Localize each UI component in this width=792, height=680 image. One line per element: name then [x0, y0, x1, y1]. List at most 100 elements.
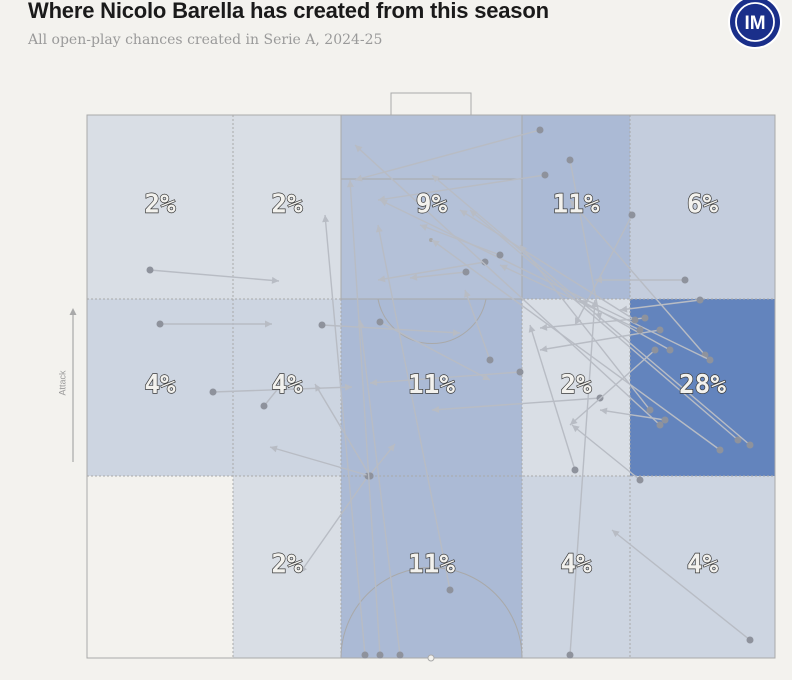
inter-milan-crest-icon: IM [728, 0, 782, 49]
pass-arrow [569, 346, 659, 426]
pass-origin-dot [361, 651, 369, 659]
pass-arrow [599, 407, 669, 424]
heat-zone-r1c1 [87, 115, 233, 299]
zone-percent-label: 4% [687, 550, 719, 580]
centre-circle [340, 567, 523, 659]
pass-origin-dot [681, 276, 689, 284]
attack-label: Attack [57, 370, 68, 396]
pass-arrow [357, 319, 404, 659]
pass-origin-dot [146, 266, 154, 274]
pass-origin-dot [566, 156, 574, 164]
pass-origin-dot [536, 126, 544, 134]
pass-arrow [209, 383, 353, 396]
zone-percent-label: 6% [687, 190, 719, 220]
pass-origin-dot [641, 314, 649, 322]
zone-percent-label: 4% [271, 370, 303, 400]
attack-arrow [69, 308, 77, 462]
pass-arrow [369, 368, 524, 386]
pass-arrow [431, 239, 724, 454]
pitch-markings [86, 92, 776, 662]
pass-origin-dot [746, 441, 754, 449]
pass-origin-dot [636, 326, 644, 334]
pass-origin-dot [706, 356, 714, 364]
zone-percent-label: 11% [553, 190, 600, 220]
pass-origin-dot [209, 388, 217, 396]
pass-arrow [619, 296, 704, 313]
pass-arrow [419, 224, 504, 259]
pass-origin-dot [396, 651, 404, 659]
pass-arrow [569, 199, 709, 359]
centre-spot [427, 654, 435, 662]
penalty-arc [377, 298, 487, 344]
zone-percent-label: 9% [416, 190, 448, 220]
pass-arrow [431, 174, 754, 449]
zone-labels: 2% 2% 9% 11% 6% 4% 4% 11% 2% 28% 2% 11% 4% 4% [144, 189, 727, 580]
heat-zone-r3c2 [233, 476, 341, 658]
pass-arrow [611, 529, 754, 644]
pass-arrow [260, 379, 286, 410]
pass-arrow [499, 264, 644, 334]
pass-origin-dot [516, 368, 524, 376]
chart-title: Where Nicolo Barella has created from th… [28, 0, 549, 23]
pass-origin-dot [716, 446, 724, 454]
pass-arrow [146, 266, 280, 284]
pass-origin-dot [628, 211, 636, 219]
pass-origin-dot [651, 346, 659, 354]
pass-arrow [459, 209, 639, 324]
pass-origin-dot [260, 402, 268, 410]
heat-zone-r1c3 [341, 115, 522, 299]
zone-percent-label: 2% [144, 190, 176, 220]
pass-arrow [375, 224, 454, 594]
pass-origin-dot [696, 296, 704, 304]
pass-arrows [146, 126, 754, 659]
chart-subtitle: All open-play chances created in Serie A… [28, 32, 383, 48]
zone-percent-label: 2% [271, 190, 303, 220]
pass-origin-dot [646, 406, 654, 414]
pass-arrow [574, 211, 636, 326]
pass-origin-dot [541, 171, 549, 179]
pass-arrow [322, 214, 369, 659]
zone-percent-label: 4% [560, 550, 592, 580]
pass-origin-dot [656, 326, 664, 334]
pass-arrow [379, 199, 714, 364]
pass-arrow [354, 126, 544, 182]
pass-origin-dot [656, 421, 664, 429]
heat-zone-r3c1 [87, 476, 233, 658]
heat-zone-r3c5 [630, 476, 775, 658]
pass-arrow [528, 324, 579, 474]
zone-percent-label: 2% [560, 370, 592, 400]
pass-origin-dot [486, 356, 494, 364]
zone-layer [87, 115, 775, 658]
heat-zone-r1c2 [233, 115, 341, 299]
pass-origin-dot [376, 651, 384, 659]
heat-zone-r1c5 [630, 115, 775, 299]
pass-origin-dot [462, 268, 470, 276]
pass-arrow [318, 321, 461, 337]
zone-percent-label: 11% [408, 550, 455, 580]
heat-zone-r2c1 [87, 299, 233, 476]
pass-origin-dot [636, 476, 644, 484]
pass-origin-dot [571, 466, 579, 474]
pass-arrow [595, 276, 689, 284]
zone-percent-label: 2% [271, 550, 303, 580]
pass-origin-dot [156, 320, 164, 328]
pass-arrow [519, 244, 654, 414]
pass-arrow [156, 320, 272, 328]
pass-origin-dot [661, 416, 669, 424]
pass-origin-dot [666, 346, 674, 354]
pass-origin-dot [496, 251, 504, 259]
pass-origin-dot [746, 636, 754, 644]
pass-origin-dot [481, 258, 489, 266]
pass-origin-dot [376, 318, 384, 326]
pass-origin-dot [366, 472, 374, 480]
pass-arrow [571, 424, 644, 484]
pass-origin-dot [318, 321, 326, 329]
zone-percent-label: 4% [144, 370, 176, 400]
pass-origin-dot [734, 436, 742, 444]
goal [390, 92, 472, 116]
crest-text: IM [744, 13, 765, 34]
zone-percent-label: 11% [408, 370, 455, 400]
pass-arrow [409, 268, 470, 281]
pass-arrow [346, 179, 384, 659]
